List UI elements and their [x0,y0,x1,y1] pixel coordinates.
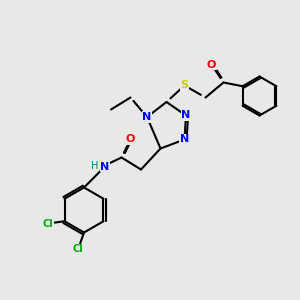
Text: N: N [100,161,109,172]
Text: N: N [142,112,152,122]
Text: H: H [91,160,98,171]
Text: N: N [182,110,190,121]
Text: O: O [126,134,135,145]
Text: Cl: Cl [43,219,53,229]
Text: O: O [207,59,216,70]
Text: N: N [180,134,189,145]
Text: Cl: Cl [73,244,83,254]
Text: S: S [181,80,188,91]
